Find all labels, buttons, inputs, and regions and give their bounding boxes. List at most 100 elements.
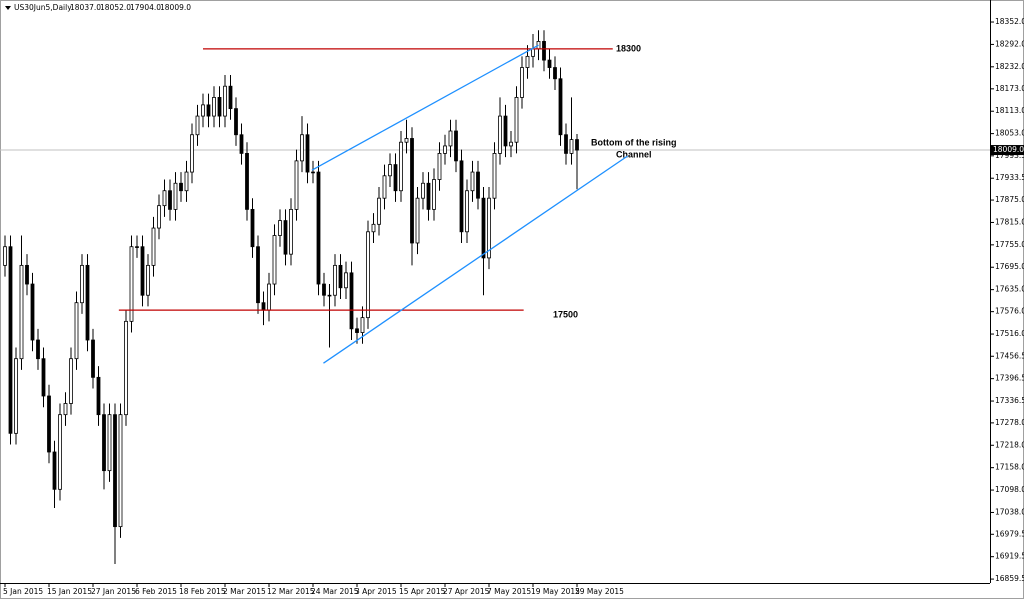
y-tick-label: 16859.5 (995, 574, 1024, 583)
candle-body (492, 153, 497, 199)
candle-body (437, 153, 442, 180)
y-tick-label: 18113.0 (995, 106, 1024, 115)
y-tick-label: 17516.0 (995, 329, 1024, 338)
candle-body (91, 339, 95, 378)
candle-body (41, 358, 46, 397)
candle-body (514, 97, 519, 143)
candle-body (327, 294, 332, 297)
candle-body (63, 403, 68, 416)
candle-body (261, 302, 266, 311)
candle-body (102, 414, 106, 472)
candle-body (542, 41, 546, 61)
x-tick-label: 12 Mar 2015 (267, 587, 315, 596)
candle-body (146, 264, 150, 296)
candle-body (30, 283, 35, 341)
candle-body (322, 283, 326, 296)
y-tick-label: 17695.0 (995, 262, 1024, 271)
candle-body (305, 134, 310, 173)
x-tick-label: 24 Mar 2015 (311, 587, 359, 596)
candle-body (250, 208, 255, 248)
candle-body (333, 264, 337, 296)
y-tick-label: 17456.5 (995, 351, 1024, 360)
x-tick-label: 7 May 2015 (487, 587, 531, 596)
x-tick-label: 2 Mar 2015 (223, 587, 266, 596)
ohlc-open: 18037.0 (70, 3, 101, 12)
candle-body (25, 264, 29, 285)
candle-body (19, 264, 24, 360)
candle-body (564, 134, 568, 154)
y-tick-label: 17933.5 (995, 173, 1024, 182)
candle-body (520, 67, 524, 98)
candle-body (217, 97, 222, 117)
x-tick-label: 18 Feb 2015 (179, 587, 226, 596)
candle-body (69, 358, 73, 404)
x-tick-label: 27 Jan 2015 (91, 587, 136, 596)
candle-body (311, 171, 315, 174)
candle-body (129, 246, 134, 322)
x-tick-label: 27 Apr 2015 (443, 587, 490, 596)
candle-body (366, 231, 370, 319)
candle-body (124, 320, 128, 416)
x-tick-label: 3 Apr 2015 (355, 587, 397, 596)
ohlc-low: 17904.0 (130, 3, 161, 12)
x-tick-label: 19 May 2015 (531, 587, 580, 596)
candle-body (393, 164, 398, 192)
candle-body (531, 48, 535, 57)
candle-body (8, 246, 13, 434)
x-tick-label: 15 Jan 2015 (47, 587, 92, 596)
candle-body (201, 104, 205, 117)
candle-body (360, 317, 365, 333)
candle-body (223, 85, 227, 117)
candle-body (118, 414, 123, 528)
candle-body (300, 134, 304, 162)
candle-body (179, 182, 183, 192)
y-tick-label: 16919.5 (995, 552, 1024, 561)
candle-body (371, 223, 376, 233)
candle-body (272, 235, 277, 285)
y-tick-label: 17875.0 (995, 195, 1024, 204)
y-tick-label: 16979.5 (995, 529, 1024, 538)
candle-body (410, 138, 414, 244)
candle-body (47, 395, 51, 453)
candle-body (113, 414, 117, 528)
candle-body (498, 115, 502, 154)
candle-body (36, 339, 40, 360)
candle-body (168, 190, 172, 210)
chart-title: US30Jun5,Daily (14, 3, 72, 12)
candle-body (569, 139, 574, 154)
y-tick-label: 18292.0 (995, 39, 1024, 48)
candle-body (195, 115, 200, 136)
y-tick-label: 18232.0 (995, 62, 1024, 71)
y-tick-label: 17038.0 (995, 507, 1024, 516)
candle-body (575, 139, 579, 151)
candle-body (107, 414, 112, 472)
candle-body (432, 179, 436, 210)
candle-body (421, 182, 425, 199)
candle-body (448, 130, 453, 147)
ohlc-close: 18009.0 (160, 3, 191, 12)
y-tick-label: 17218.0 (995, 440, 1024, 449)
candle-body (58, 414, 62, 490)
last-price-box (991, 145, 1024, 156)
candle-body (481, 197, 486, 259)
x-tick-label: 5 Jan 2015 (3, 587, 43, 596)
candle-body (404, 138, 409, 143)
candle-body (476, 171, 480, 199)
y-tick-label: 17815.0 (995, 217, 1024, 226)
candle-body (338, 264, 343, 289)
candle-body (426, 182, 431, 210)
candle-body (465, 190, 469, 233)
candle-body (377, 197, 381, 225)
candle-body (415, 197, 420, 244)
candle-body (173, 182, 178, 210)
y-tick-label: 17336.5 (995, 396, 1024, 405)
y-tick-label: 17098.0 (995, 485, 1024, 494)
x-tick-label: 29 May 2015 (575, 587, 624, 596)
symbol-menu-icon[interactable] (5, 6, 11, 10)
candle-body (135, 246, 139, 248)
candle-body (454, 130, 458, 162)
candle-body (140, 246, 145, 296)
